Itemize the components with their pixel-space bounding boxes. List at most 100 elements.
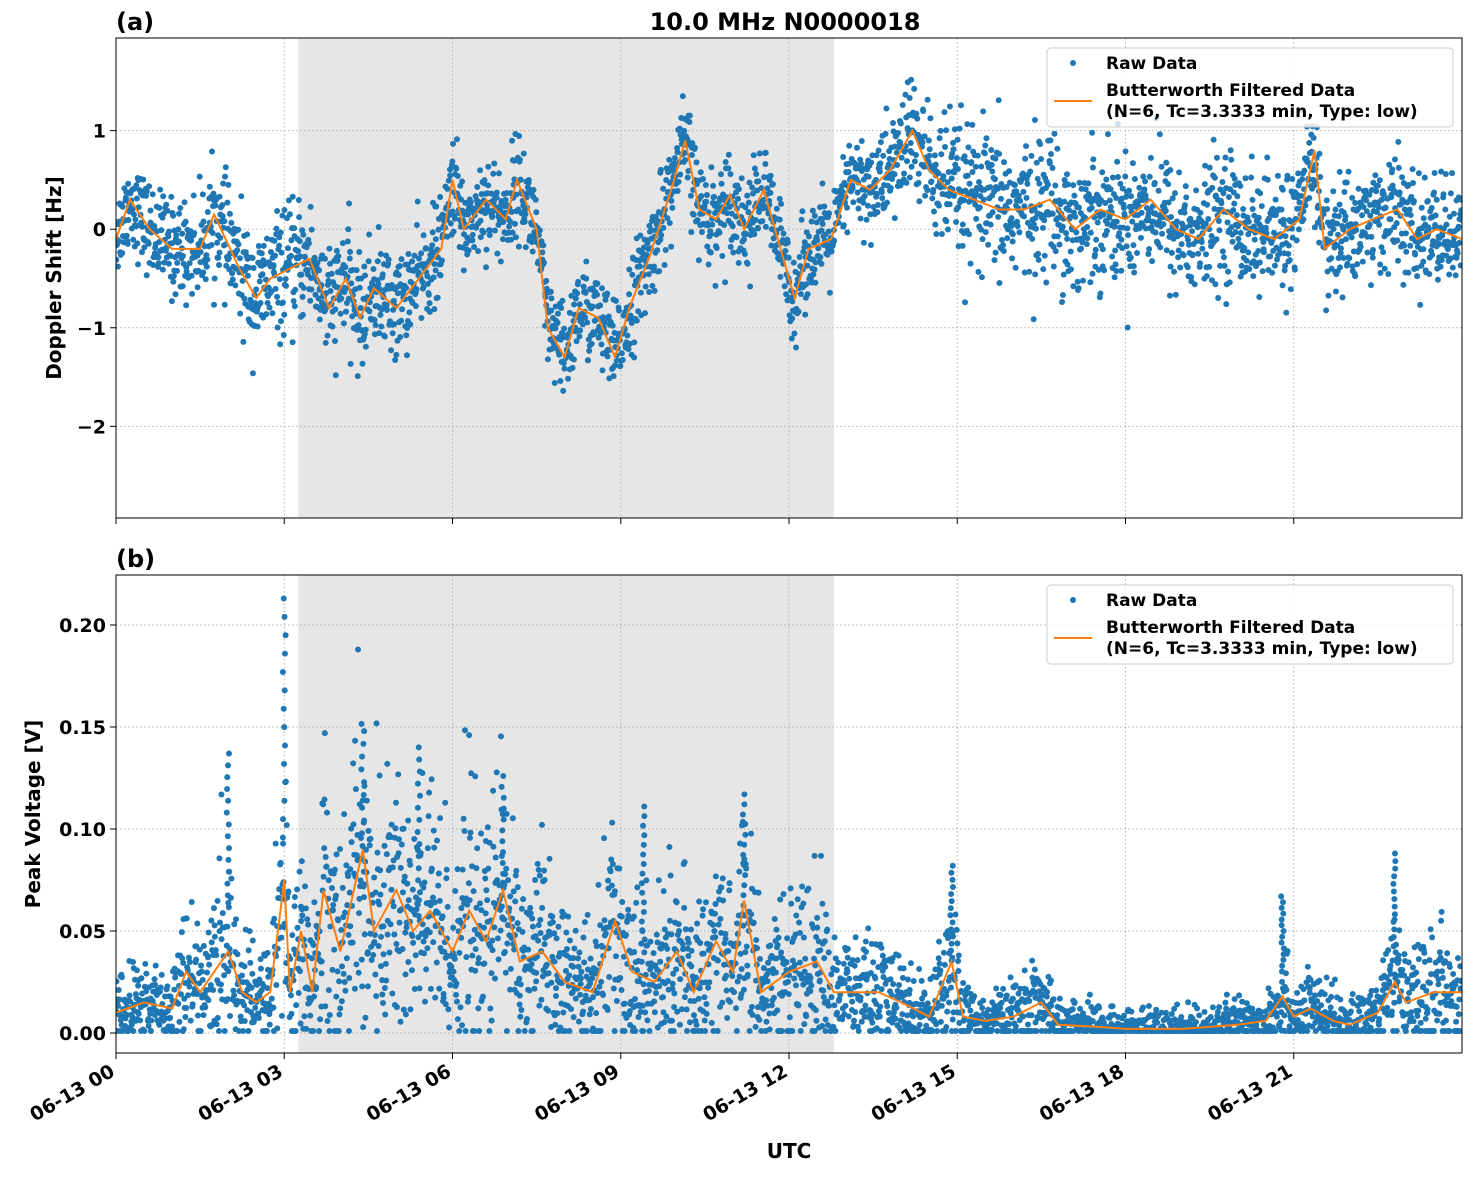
raw-data-point bbox=[247, 928, 253, 934]
raw-data-point bbox=[522, 219, 528, 225]
raw-data-point bbox=[1429, 252, 1435, 258]
raw-data-point bbox=[457, 1004, 463, 1010]
raw-data-point bbox=[332, 338, 338, 344]
raw-data-point bbox=[1192, 281, 1198, 287]
raw-data-point bbox=[924, 187, 930, 193]
raw-data-point bbox=[808, 982, 814, 988]
raw-data-point bbox=[355, 647, 361, 653]
raw-data-point bbox=[1129, 219, 1135, 225]
raw-data-point bbox=[711, 194, 717, 200]
raw-data-point bbox=[1167, 167, 1173, 173]
raw-data-point bbox=[1259, 203, 1265, 209]
raw-data-point bbox=[217, 235, 223, 241]
raw-data-point bbox=[752, 165, 758, 171]
raw-data-point bbox=[751, 920, 757, 926]
raw-data-point bbox=[1160, 221, 1166, 227]
raw-data-point bbox=[797, 930, 803, 936]
raw-data-point bbox=[271, 238, 277, 244]
raw-data-point bbox=[238, 193, 244, 199]
raw-data-point bbox=[535, 938, 541, 944]
raw-data-point bbox=[652, 288, 658, 294]
raw-data-point bbox=[619, 899, 625, 905]
raw-data-point bbox=[716, 921, 722, 927]
raw-data-point bbox=[1352, 273, 1358, 279]
raw-data-point bbox=[619, 914, 625, 920]
raw-data-point bbox=[456, 950, 462, 956]
raw-data-point bbox=[366, 828, 372, 834]
raw-data-point bbox=[1394, 237, 1400, 243]
raw-data-point bbox=[823, 1016, 829, 1022]
raw-data-point bbox=[366, 258, 372, 264]
raw-data-point bbox=[220, 181, 226, 187]
raw-data-point bbox=[436, 871, 442, 877]
raw-data-point bbox=[235, 227, 241, 233]
raw-data-point bbox=[687, 113, 693, 119]
raw-data-point bbox=[168, 194, 174, 200]
raw-data-point bbox=[712, 283, 718, 289]
raw-data-point bbox=[296, 197, 302, 203]
raw-data-point bbox=[880, 153, 886, 159]
raw-data-point bbox=[327, 288, 333, 294]
raw-data-point bbox=[433, 204, 439, 210]
raw-data-point bbox=[307, 298, 313, 304]
raw-data-point bbox=[1265, 177, 1271, 183]
raw-data-point bbox=[428, 986, 434, 992]
raw-data-point bbox=[608, 868, 614, 874]
raw-data-point bbox=[803, 281, 809, 287]
raw-data-point bbox=[518, 1007, 524, 1013]
raw-data-point bbox=[446, 1024, 452, 1030]
raw-data-point bbox=[125, 217, 131, 223]
raw-data-point bbox=[1333, 207, 1339, 213]
raw-data-point bbox=[222, 302, 228, 308]
raw-data-point bbox=[429, 776, 435, 782]
raw-data-point bbox=[626, 346, 632, 352]
raw-data-point bbox=[786, 255, 792, 261]
raw-data-point bbox=[220, 910, 226, 916]
raw-data-point bbox=[466, 247, 472, 253]
raw-data-point bbox=[256, 1015, 262, 1021]
raw-data-point bbox=[1273, 197, 1279, 203]
raw-data-point bbox=[1323, 307, 1329, 313]
raw-data-point bbox=[393, 352, 399, 358]
raw-data-point bbox=[206, 962, 212, 968]
raw-data-point bbox=[370, 952, 376, 958]
raw-data-point bbox=[1450, 265, 1456, 271]
raw-data-point bbox=[671, 990, 677, 996]
raw-data-point bbox=[1068, 249, 1074, 255]
raw-data-point bbox=[718, 885, 724, 891]
raw-data-point bbox=[742, 251, 748, 257]
raw-data-point bbox=[992, 156, 998, 162]
raw-data-point bbox=[326, 987, 332, 993]
raw-data-point bbox=[812, 853, 818, 859]
raw-data-point bbox=[829, 249, 835, 255]
raw-data-point bbox=[598, 979, 604, 985]
raw-data-point bbox=[982, 150, 988, 156]
raw-data-point bbox=[631, 949, 637, 955]
raw-data-point bbox=[610, 323, 616, 329]
raw-data-point bbox=[1032, 271, 1038, 277]
raw-data-point bbox=[453, 980, 459, 986]
raw-data-point bbox=[1006, 168, 1012, 174]
raw-data-point bbox=[386, 949, 392, 955]
raw-data-point bbox=[359, 721, 365, 727]
raw-data-point bbox=[728, 244, 734, 250]
raw-data-point bbox=[767, 1026, 773, 1032]
raw-data-point bbox=[216, 855, 222, 861]
raw-data-point bbox=[684, 1006, 690, 1012]
raw-data-point bbox=[1422, 175, 1428, 181]
raw-data-point bbox=[1437, 241, 1443, 247]
raw-data-point bbox=[793, 982, 799, 988]
raw-data-point bbox=[334, 248, 340, 254]
raw-data-point bbox=[1217, 227, 1223, 233]
raw-data-point bbox=[751, 152, 757, 158]
raw-data-point bbox=[1425, 198, 1431, 204]
raw-data-point bbox=[302, 883, 308, 889]
raw-data-point bbox=[739, 966, 745, 972]
raw-data-point bbox=[978, 164, 984, 170]
raw-data-point bbox=[668, 872, 674, 878]
raw-data-point bbox=[224, 924, 230, 930]
raw-data-point bbox=[1352, 200, 1358, 206]
raw-data-point bbox=[586, 348, 592, 354]
raw-data-point bbox=[920, 139, 926, 145]
